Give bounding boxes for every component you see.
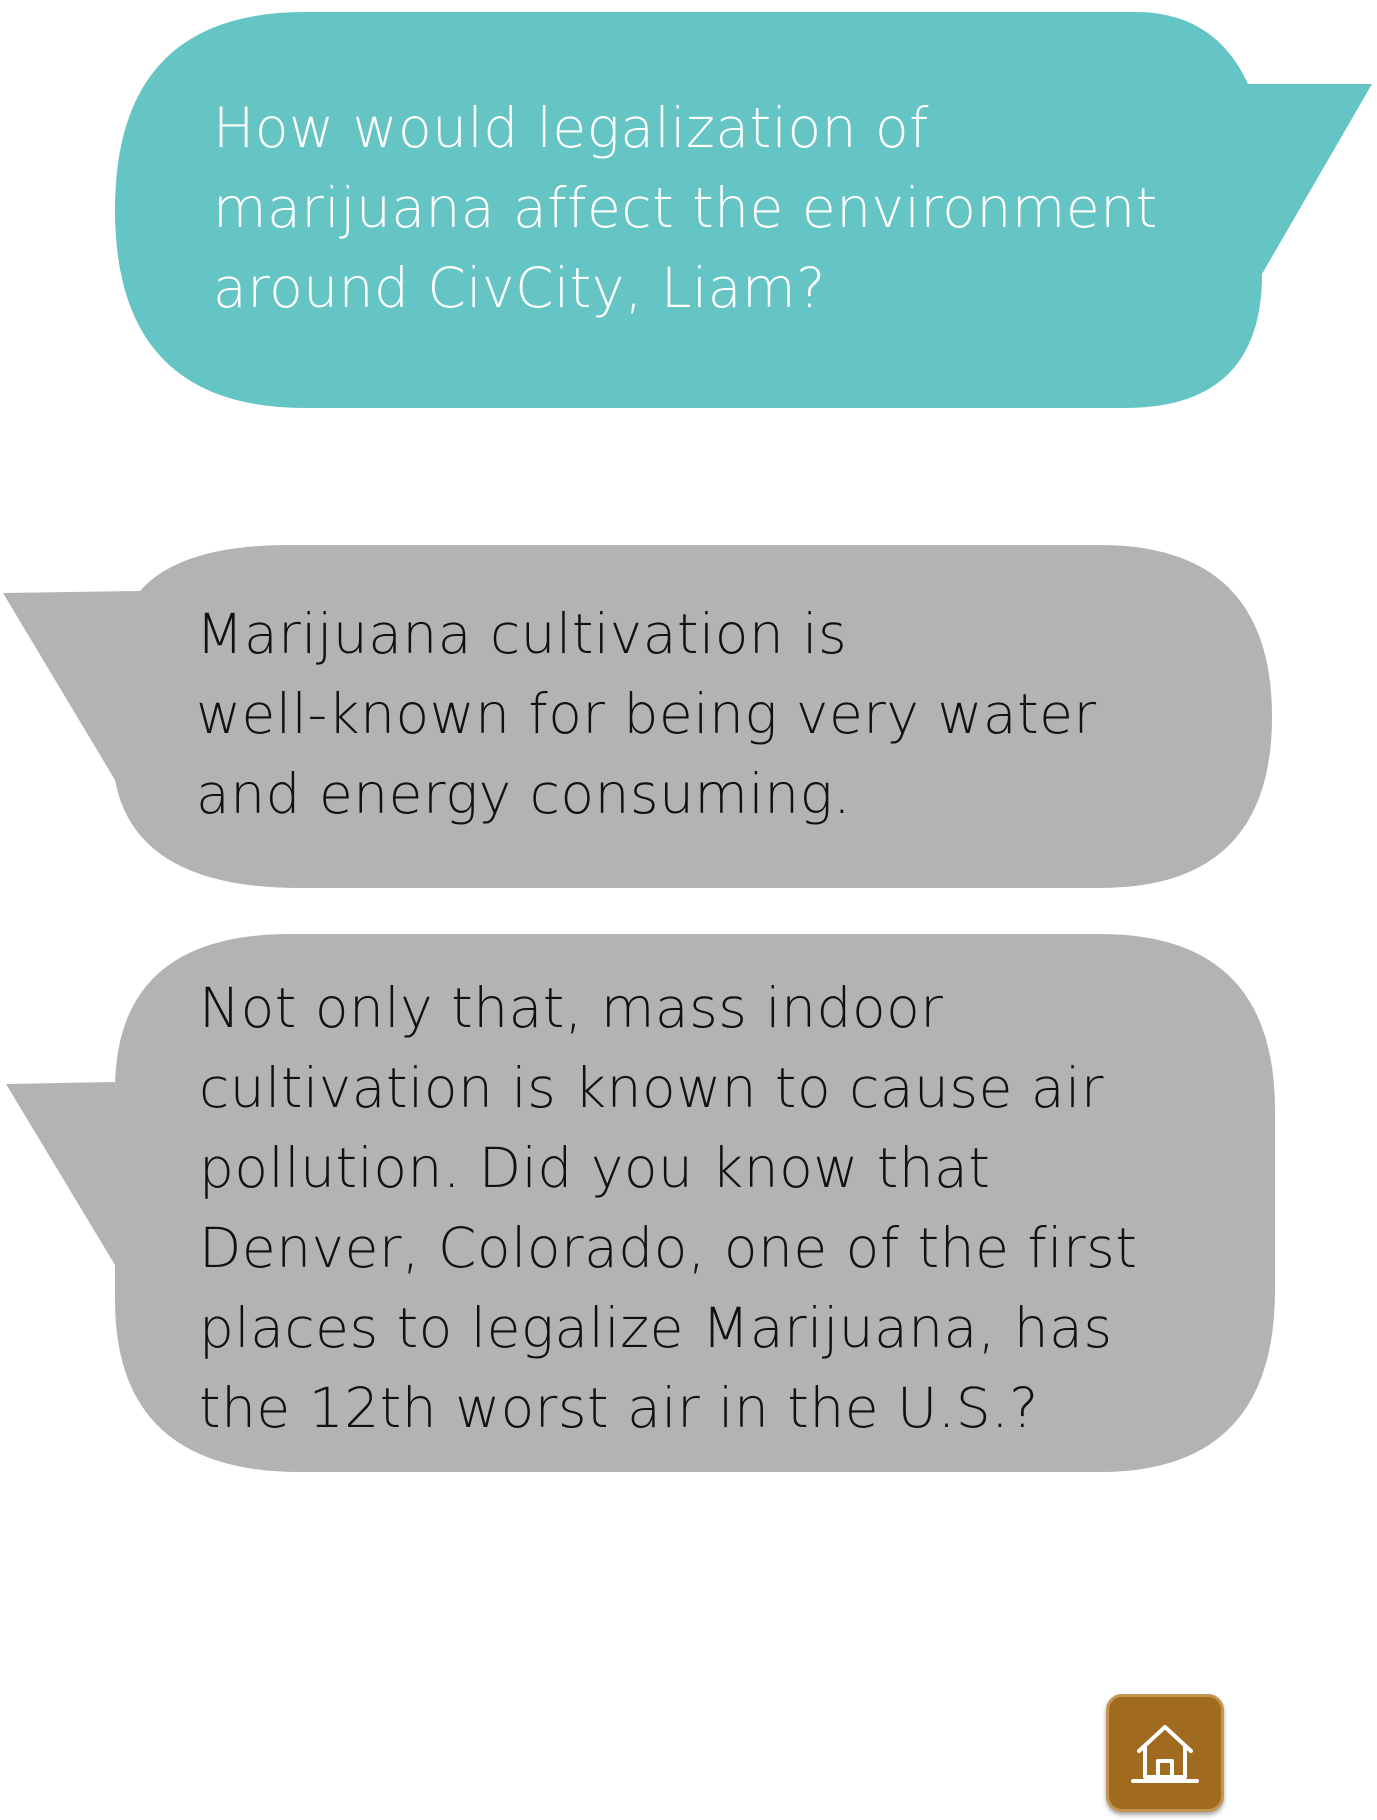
reply-message-1: Marijuana cultivation is well-known for …	[196, 602, 1097, 826]
question-message: How would legalization of marijuana affe…	[213, 96, 1158, 320]
home-button[interactable]	[1106, 1694, 1224, 1812]
reply-message-2: Not only that, mass indoor cultivation i…	[199, 976, 1138, 1440]
home-icon	[1131, 1725, 1199, 1783]
